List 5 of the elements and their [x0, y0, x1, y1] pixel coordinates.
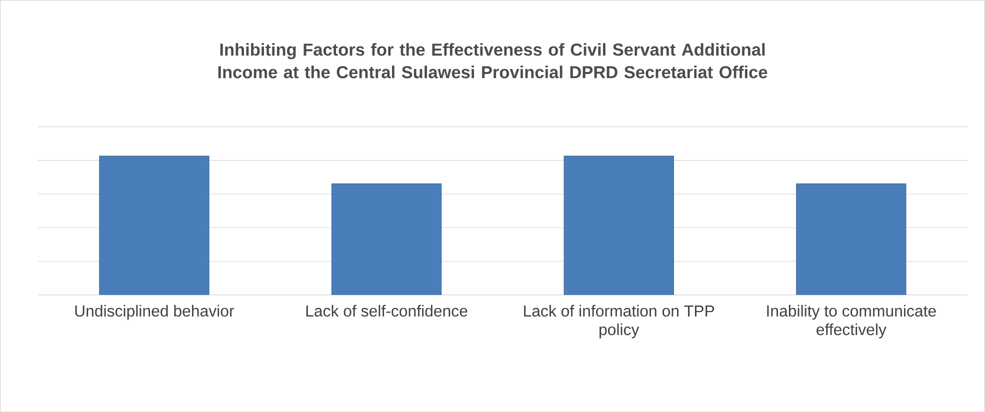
chart-title: Inhibiting Factors for the Effectiveness of Civil Servant Additional Income at the Central Sulawesi Provincial DPRD Secretariat Office — [218, 42, 768, 78]
x-tick-label: Lack of information on TPP policy — [524, 304, 714, 338]
x-tick-label: Lack of self-confidence — [306, 304, 468, 316]
x-tick-label: Inability to communicate effectively — [767, 304, 936, 338]
x-tick-label: Undisciplined behavior — [75, 304, 234, 320]
